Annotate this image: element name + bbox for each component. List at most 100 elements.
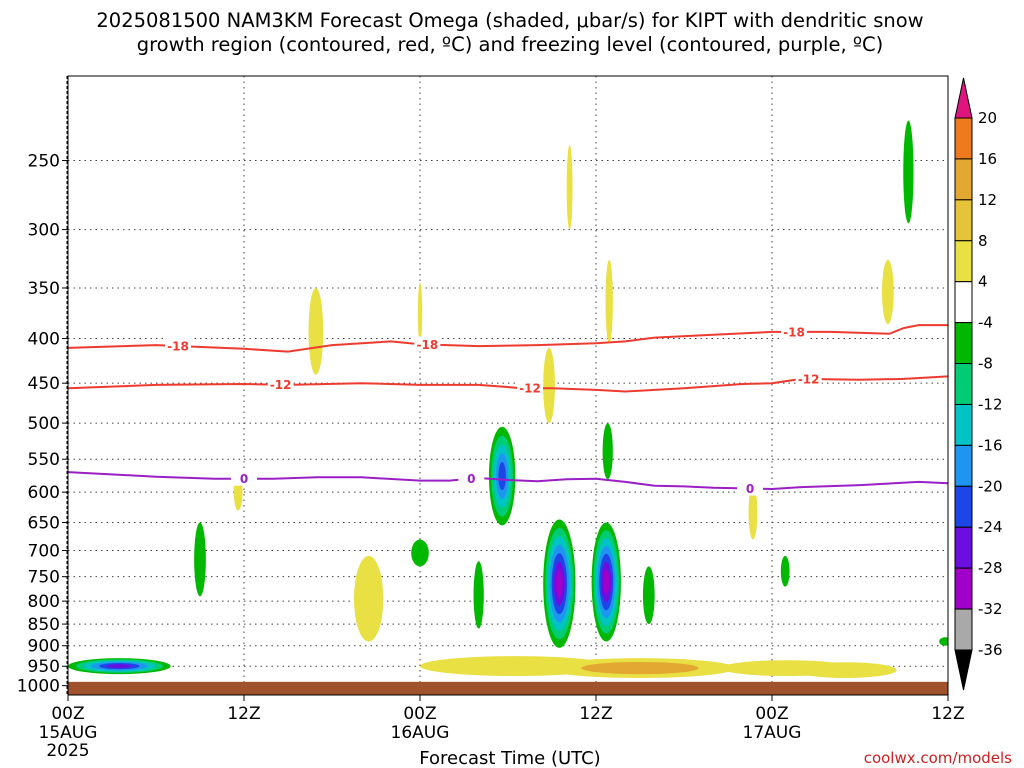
contour-label-bg--12-2 xyxy=(795,371,822,387)
plot-area: -18 -18 -18 -12 -12 -12 0 0 0 xyxy=(66,75,949,696)
omega-cell-17-level-0 xyxy=(780,555,790,587)
contour-label-bg--18-0 xyxy=(165,338,191,354)
x-tick-label-12: 12Z xyxy=(227,704,260,724)
colorbar-box-3 xyxy=(954,240,973,283)
y-tick-label-400: 400 xyxy=(28,330,60,350)
omega-cell-18-level-0 xyxy=(882,259,894,325)
x-tick-date-24: 16AUG xyxy=(391,723,450,743)
contour-label-bg-0-2 xyxy=(737,480,763,496)
colorbar-label-3: 8 xyxy=(978,232,988,250)
colorbar-bottom-arrow xyxy=(954,649,973,691)
colorbar-label-12: -32 xyxy=(978,600,1003,618)
colorbar-box-12 xyxy=(954,608,973,651)
x-tick-date-48: 17AUG xyxy=(743,723,802,743)
contour-label-0-1: 0 xyxy=(467,472,475,486)
omega-cell-19-level-0 xyxy=(903,120,914,224)
omega-cell-15-level-0 xyxy=(642,566,655,625)
omega-cell-13-level-0 xyxy=(605,259,613,344)
colorbar-box-10 xyxy=(954,526,973,569)
y-tick-label-1000: 1000 xyxy=(17,677,60,697)
x-tick-year-0: 2025 xyxy=(46,741,89,761)
x-tick-label-48: 00Z xyxy=(755,704,788,724)
contour-label-bg-0-1 xyxy=(458,470,485,486)
y-tick-label-300: 300 xyxy=(28,221,60,241)
colorbar-box-8 xyxy=(954,444,973,487)
omega-cell-10-level-0 xyxy=(543,347,555,424)
contour-label-bg-0-0 xyxy=(231,470,257,486)
contour-label--18-0: -18 xyxy=(167,340,189,354)
colorbar-label-11: -28 xyxy=(978,559,1003,577)
contour-label-bg--12-0 xyxy=(267,376,294,392)
contour-label-bg--18-1 xyxy=(414,336,441,352)
y-tick-label-500: 500 xyxy=(28,414,60,434)
colorbar-box-5 xyxy=(954,322,973,365)
y-tick-label-950: 950 xyxy=(28,657,60,677)
omega-cell-14-level-0 xyxy=(602,423,613,480)
omega-cell-11-level-0 xyxy=(566,145,573,230)
omega-cell-8-level-0 xyxy=(473,561,484,629)
omega-cell-5-level-0 xyxy=(417,282,423,344)
contour-label--12-1: -12 xyxy=(519,382,541,396)
colorbar-box-0 xyxy=(954,117,973,160)
colorbar-box-6 xyxy=(954,363,973,405)
omega-cell-1-level-0 xyxy=(194,522,206,597)
colorbar-label-1: 16 xyxy=(978,150,997,168)
colorbar-label-8: -16 xyxy=(978,436,1003,454)
contour-label-0-2: 0 xyxy=(746,482,754,496)
y-tick-label-650: 650 xyxy=(28,513,60,533)
colorbar-label-0: 20 xyxy=(978,109,997,127)
y-tick-label-550: 550 xyxy=(28,450,60,470)
omega-cell-12-level-6 xyxy=(603,569,610,595)
omega-cell-4-level-0 xyxy=(354,555,384,642)
contour--18 xyxy=(68,324,948,353)
pressure-axis: 2503003504004505005506006507007508008509… xyxy=(17,152,68,697)
y-tick-label-700: 700 xyxy=(28,542,60,562)
contour-0 xyxy=(68,471,948,491)
colorbar-box-11 xyxy=(954,567,973,610)
colorbar-box-2 xyxy=(954,199,973,242)
plot-frame xyxy=(67,75,949,696)
colorbar-legend: 20 16 12 8 4 -4 -8 -12 -16 -20 -24 -28 -32 -36 xyxy=(954,77,1003,691)
omega-cell-20-level-0 xyxy=(939,637,948,646)
colorbar-label-2: 12 xyxy=(978,191,997,209)
contour-label--18-1: -18 xyxy=(416,338,438,352)
colorbar-label-13: -36 xyxy=(978,641,1003,659)
y-tick-label-900: 900 xyxy=(28,637,60,657)
y-tick-label-850: 850 xyxy=(28,615,60,635)
omega-cell-7-level-4 xyxy=(498,462,506,491)
contour-label--12-2: -12 xyxy=(798,373,820,387)
y-tick-label-750: 750 xyxy=(28,568,60,588)
colorbar-box-1 xyxy=(954,158,973,201)
colorbar-label-6: -8 xyxy=(978,355,993,373)
colorbar-top-arrow xyxy=(954,77,973,119)
omega-cell-6-level-0 xyxy=(411,539,429,567)
omega-cell-24-level-0 xyxy=(794,662,897,678)
title-line-1: 2025081500 NAM3KM Forecast Omega (shaded… xyxy=(96,9,923,32)
credit-text: coolwx.com/models xyxy=(864,749,1012,767)
chart-title: 2025081500 NAM3KM Forecast Omega (shaded… xyxy=(96,9,923,56)
contour-label-bg--12-1 xyxy=(517,380,543,396)
contour-lines: -18 -18 -18 -12 -12 -12 0 0 0 xyxy=(68,323,948,496)
x-tick-label-36: 12Z xyxy=(579,704,612,724)
x-tick-label-24: 00Z xyxy=(403,704,436,724)
colorbar-label-4: 4 xyxy=(978,273,988,291)
y-tick-label-250: 250 xyxy=(28,152,60,172)
x-axis-title: Forecast Time (UTC) xyxy=(419,748,600,768)
y-tick-label-600: 600 xyxy=(28,483,60,503)
contour-label-0-0: 0 xyxy=(240,472,248,486)
x-tick-date-0: 15AUG xyxy=(39,723,98,743)
x-tick-label-0: 00Z xyxy=(51,704,84,724)
omega-cell-3-level-0 xyxy=(308,287,324,375)
title-line-2: growth region (contoured, red, ºC) and f… xyxy=(137,33,884,56)
ground-fill xyxy=(68,681,948,695)
omega-shading xyxy=(68,120,948,678)
colorbar-label-5: -4 xyxy=(978,314,993,332)
omega-cell-22-level-1 xyxy=(581,661,699,675)
colorbar-box-9 xyxy=(954,485,973,528)
colorbar-label-9: -20 xyxy=(978,477,1003,495)
contour-label--18-2: -18 xyxy=(783,325,805,339)
omega-cell-9-level-6 xyxy=(555,570,563,598)
y-tick-label-450: 450 xyxy=(28,374,60,394)
